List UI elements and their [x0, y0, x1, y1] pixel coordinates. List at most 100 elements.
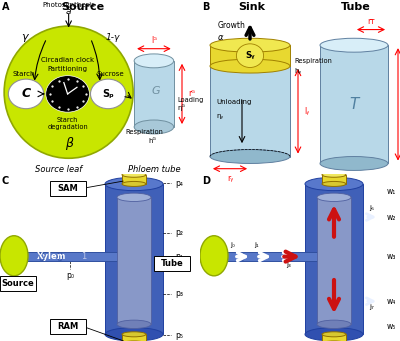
Text: C: C	[2, 176, 9, 186]
Text: Photosynthesis: Photosynthesis	[42, 2, 95, 8]
Ellipse shape	[119, 252, 129, 261]
Ellipse shape	[7, 252, 17, 261]
Text: j₃: j₃	[286, 263, 290, 268]
Bar	[117, 197, 151, 324]
Ellipse shape	[317, 320, 351, 328]
Text: rᵧ: rᵧ	[227, 174, 233, 183]
Text: Growth: Growth	[218, 21, 246, 30]
Text: 1: 1	[81, 252, 87, 261]
Text: Source: Source	[62, 2, 105, 12]
Text: Sₚ: Sₚ	[102, 89, 114, 99]
Text: hᵧ: hᵧ	[294, 68, 301, 74]
Ellipse shape	[305, 177, 363, 191]
Text: w₃: w₃	[387, 252, 396, 261]
Text: j₇: j₇	[369, 304, 374, 310]
Ellipse shape	[117, 193, 151, 202]
Text: 3: 3	[131, 274, 137, 283]
Bar	[12, 252, 124, 261]
Text: Xylem: Xylem	[36, 252, 66, 261]
FancyBboxPatch shape	[50, 181, 86, 196]
FancyBboxPatch shape	[154, 256, 190, 271]
Text: p₄: p₄	[175, 179, 183, 188]
Text: p₁: p₁	[175, 252, 183, 261]
Text: rᴛ: rᴛ	[367, 17, 375, 26]
Text: p₅: p₅	[175, 331, 183, 340]
Bar	[134, 61, 174, 127]
Bar	[122, 175, 146, 184]
Ellipse shape	[134, 120, 174, 134]
Bar	[322, 334, 346, 341]
Text: Sucrose: Sucrose	[96, 71, 124, 77]
Text: p₃: p₃	[175, 289, 183, 298]
Text: β: β	[65, 137, 73, 150]
Text: Sᵧ: Sᵧ	[245, 51, 255, 60]
Text: hᴳ: hᴳ	[148, 138, 156, 144]
Text: G: G	[152, 86, 160, 95]
Text: Starch
degradation: Starch degradation	[47, 117, 88, 130]
Ellipse shape	[122, 181, 146, 187]
Text: Tube: Tube	[161, 259, 183, 268]
Ellipse shape	[4, 26, 133, 158]
Ellipse shape	[117, 320, 151, 328]
Text: p₂: p₂	[175, 228, 183, 237]
Bar	[317, 197, 351, 324]
Ellipse shape	[122, 332, 146, 337]
Text: w₅: w₅	[387, 322, 396, 331]
Text: w₄: w₄	[387, 297, 396, 306]
Text: T: T	[349, 97, 359, 112]
FancyBboxPatch shape	[0, 276, 36, 291]
Circle shape	[90, 79, 126, 109]
Ellipse shape	[322, 172, 346, 177]
Bar	[322, 175, 346, 184]
Text: j₁: j₁	[254, 242, 259, 249]
Ellipse shape	[319, 252, 329, 261]
FancyBboxPatch shape	[50, 319, 86, 334]
Text: lᴳ: lᴳ	[151, 36, 157, 45]
Ellipse shape	[122, 172, 146, 177]
Text: 1-γ: 1-γ	[105, 33, 120, 42]
Ellipse shape	[322, 332, 346, 337]
Text: Phloem tube: Phloem tube	[128, 165, 180, 174]
Text: j₆: j₆	[369, 205, 374, 210]
Text: a: a	[66, 7, 71, 16]
Circle shape	[8, 79, 44, 109]
Text: 2: 2	[131, 246, 137, 255]
Text: j₀: j₀	[230, 242, 234, 249]
Ellipse shape	[210, 150, 290, 163]
Text: rᴳ: rᴳ	[188, 89, 195, 99]
Text: γ: γ	[22, 32, 28, 42]
Text: Sink: Sink	[238, 2, 266, 12]
Ellipse shape	[0, 236, 28, 276]
Text: 4: 4	[131, 214, 137, 223]
Text: Tube: Tube	[341, 2, 371, 12]
Ellipse shape	[210, 38, 290, 52]
Text: Source leaf: Source leaf	[35, 165, 82, 174]
Ellipse shape	[200, 236, 228, 276]
Ellipse shape	[105, 328, 163, 341]
Text: C: C	[22, 87, 30, 100]
Bar	[320, 45, 388, 163]
Text: Starch: Starch	[13, 71, 35, 77]
Text: Source: Source	[2, 279, 34, 288]
Ellipse shape	[320, 157, 388, 170]
Text: A: A	[2, 2, 10, 12]
Text: B: B	[202, 2, 209, 12]
Text: ηᵧ: ηᵧ	[216, 113, 223, 119]
Text: Loading: Loading	[178, 97, 204, 103]
Text: Partitioning: Partitioning	[48, 66, 88, 72]
Text: 5: 5	[131, 302, 137, 311]
Text: j₄: j₄	[332, 245, 336, 251]
Text: Unloading: Unloading	[216, 99, 251, 105]
Bar	[212, 252, 324, 261]
Ellipse shape	[134, 54, 174, 68]
Text: p₀: p₀	[66, 271, 74, 280]
Ellipse shape	[210, 59, 290, 73]
Bar	[122, 334, 146, 341]
Text: w₁: w₁	[387, 187, 396, 196]
Text: ηᴳ: ηᴳ	[178, 104, 186, 112]
Circle shape	[46, 76, 90, 112]
Text: D: D	[202, 176, 210, 186]
Bar	[210, 66, 290, 157]
Text: Circadian clock: Circadian clock	[41, 58, 94, 63]
Text: lᵧ: lᵧ	[304, 107, 309, 116]
